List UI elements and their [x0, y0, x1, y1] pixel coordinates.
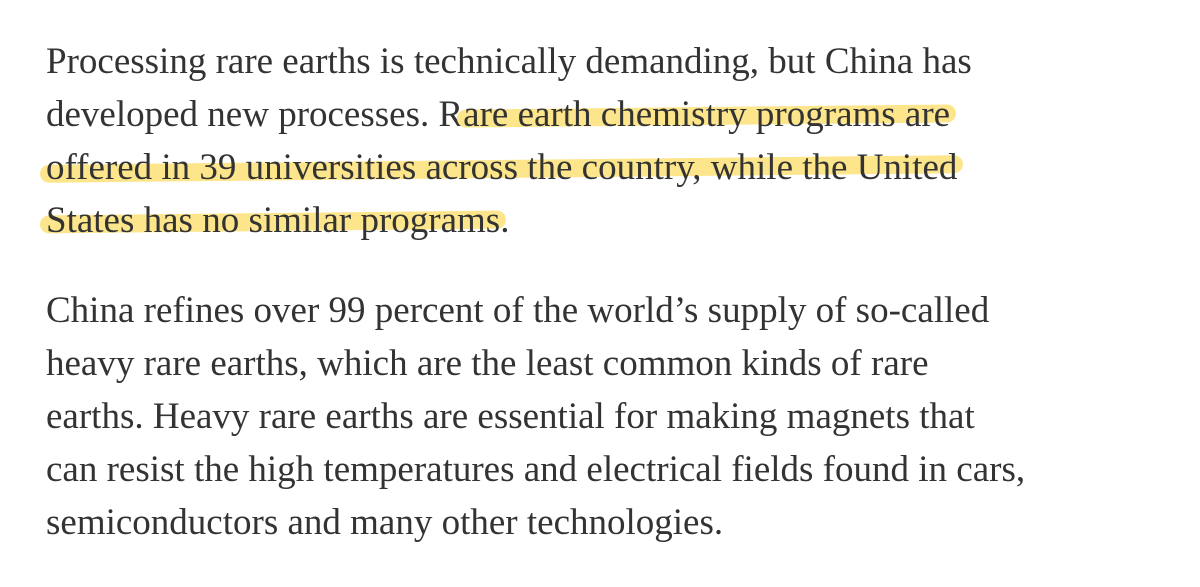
article-body: Processing rare earths is technically de…	[46, 35, 1166, 549]
paragraph-rare-earth-processing: Processing rare earths is technically de…	[46, 35, 1166, 247]
highlighted-text: States has no similar programs	[46, 200, 501, 241]
text-line: China refines over 99 percent of the wor…	[46, 290, 990, 331]
text-line: heavy rare earths, which are the least c…	[46, 343, 929, 384]
text-segment: developed new processes. R	[46, 94, 464, 135]
text-line: developed new processes. Rare earth chem…	[46, 88, 1166, 141]
highlighted-text: offered in 39 universities across the co…	[46, 147, 958, 188]
text-line: offered in 39 universities across the co…	[46, 141, 1166, 194]
text-line: earths. Heavy rare earths are essential …	[46, 396, 975, 437]
text-line: semiconductors and many other technologi…	[46, 502, 724, 543]
paragraph-heavy-rare-earths: China refines over 99 percent of the wor…	[46, 284, 1166, 549]
text-line: States has no similar programs.	[46, 194, 1166, 247]
text-line: can resist the high temperatures and ele…	[46, 449, 1026, 490]
text-line: Processing rare earths is technically de…	[46, 35, 1166, 88]
text-segment: Processing rare earths is technically de…	[46, 41, 972, 82]
highlighted-text: are earth chemistry programs are	[463, 94, 951, 135]
